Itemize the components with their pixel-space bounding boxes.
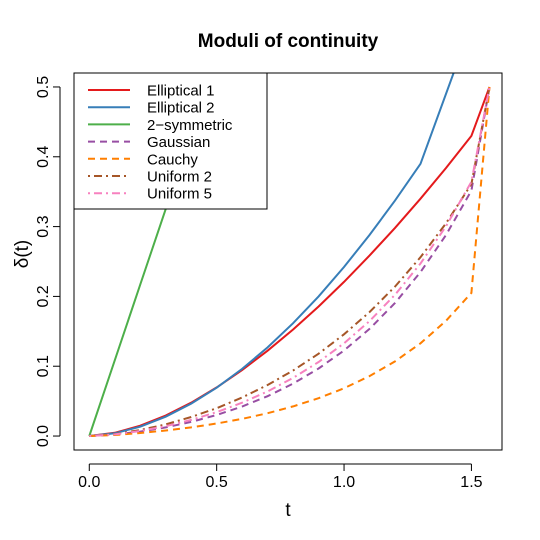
y-tick-label: 0.5 [35, 76, 52, 98]
legend-label: Gaussian [147, 134, 210, 151]
x-tick-label: 0.5 [206, 474, 228, 491]
series-line [89, 86, 491, 437]
y-axis: 0.0 0.1 0.2 0.3 0.4 0.5 [35, 76, 61, 447]
y-tick-label: 0.3 [35, 215, 52, 237]
x-tick-label: 1.0 [333, 474, 355, 491]
legend-label: Elliptical 1 [147, 83, 215, 100]
x-axis-label: t [285, 500, 291, 521]
y-tick-label: 0.1 [35, 355, 52, 377]
y-tick-label: 0.2 [35, 285, 52, 307]
series-line [89, 86, 491, 437]
y-axis-label: δ(t) [12, 240, 33, 269]
legend-label: Uniform 5 [147, 186, 212, 203]
legend-label: 2−symmetric [147, 117, 233, 134]
x-axis: 0.0 0.5 1.0 1.5 [78, 463, 483, 491]
series-line [89, 73, 455, 437]
x-tick-label: 0.0 [78, 474, 100, 491]
x-tick-label: 1.5 [460, 474, 482, 491]
chart-title: Moduli of continuity [198, 31, 379, 52]
y-tick-label: 0.0 [35, 425, 52, 447]
legend-label: Cauchy [147, 151, 198, 168]
series-line [89, 86, 491, 437]
series-line [89, 86, 491, 437]
plot-frame [73, 72, 503, 451]
y-tick-label: 0.4 [35, 146, 52, 168]
legend-label: Elliptical 2 [147, 100, 215, 117]
legend-label: Uniform 2 [147, 169, 212, 186]
